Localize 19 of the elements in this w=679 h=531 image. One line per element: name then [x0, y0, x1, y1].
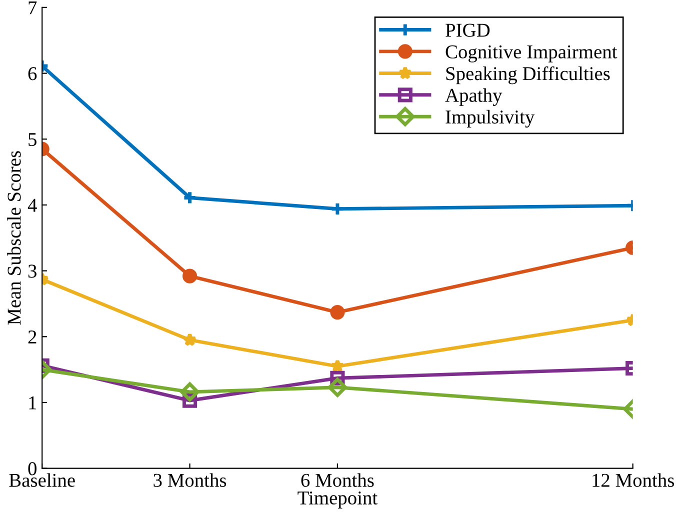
x-tick-label: 3 Months: [154, 473, 226, 487]
x-tick-label: Baseline: [9, 473, 75, 487]
x-axis-title: Timepoint: [298, 491, 378, 508]
y-tick-label: 2: [28, 330, 36, 344]
y-tick-label: 3: [28, 264, 36, 278]
legend-label: PIGD: [446, 24, 490, 37]
legend-label: Impulsivity: [446, 110, 535, 128]
y-tick-label: 7: [28, 1, 37, 14]
y-axis-title: Mean Subscale Scores: [7, 151, 21, 325]
y-tick-label: 0: [28, 462, 36, 476]
legend-label: Speaking Difficulties: [446, 66, 610, 84]
y-tick-label: 6: [28, 67, 37, 80]
x-tick-label: 12 Months: [592, 473, 674, 487]
legend-label: Cognitive Impairment: [446, 45, 618, 62]
x-tick-label: 6 Months: [301, 473, 374, 487]
y-tick-label: 4: [28, 198, 37, 212]
y-tick-label: 5: [28, 133, 36, 146]
legend-label: Apathy: [445, 88, 502, 106]
y-tick-label: 1: [29, 396, 36, 410]
